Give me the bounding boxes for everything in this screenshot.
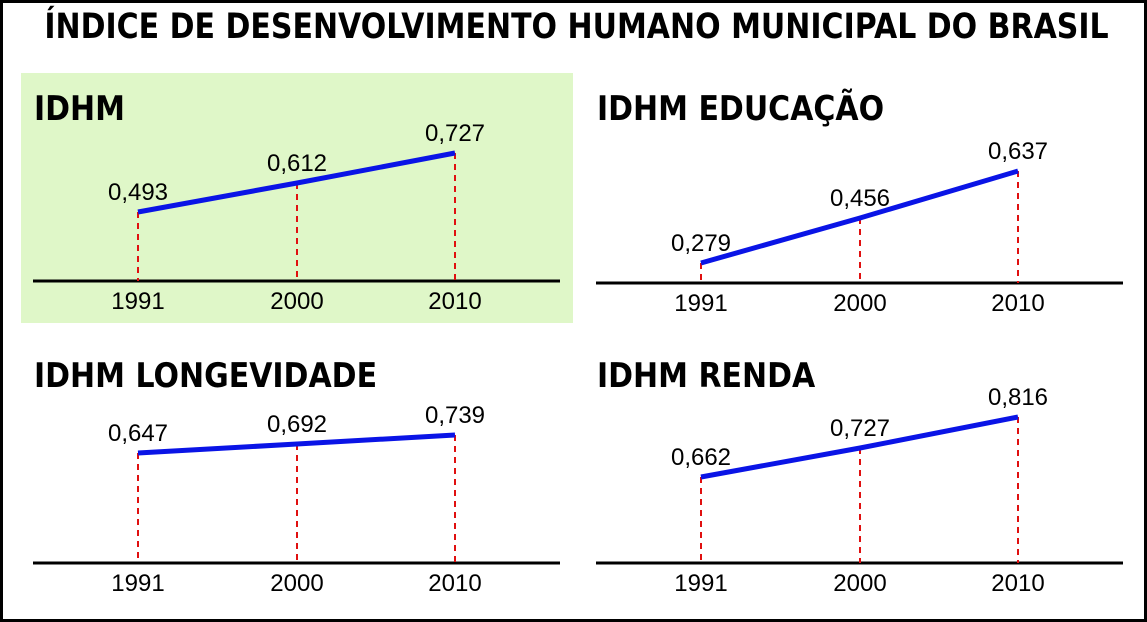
data-label-2000: 0,612 — [267, 150, 327, 177]
tick-label-2000: 2000 — [270, 570, 323, 597]
data-label-1991: 0,647 — [108, 420, 168, 447]
tick-label-2010: 2010 — [428, 570, 481, 597]
data-label-2010: 0,727 — [425, 120, 485, 147]
page-title: ÍNDICE DE DESENVOLVIMENTO HUMANO MUNICIP… — [44, 7, 1109, 48]
tick-label-2010: 2010 — [991, 570, 1044, 597]
panel-title: IDHM EDUCAÇÃO — [597, 88, 884, 128]
data-label-1991: 0,279 — [671, 230, 731, 257]
tick-label-1991: 1991 — [111, 288, 164, 315]
data-label-2010: 0,816 — [988, 384, 1048, 411]
tick-label-2000: 2000 — [833, 570, 886, 597]
data-label-2010: 0,637 — [988, 138, 1048, 165]
panel-2: IDHM EDUCAÇÃO 0,279 0,456 0,637 1991 2000 2010 — [596, 88, 1123, 317]
tick-label-2000: 2000 — [833, 290, 886, 317]
tick-label-2010: 2010 — [991, 290, 1044, 317]
tick-label-2000: 2000 — [270, 288, 323, 315]
panel-title: IDHM — [34, 88, 125, 128]
data-label-1991: 0,662 — [671, 444, 731, 471]
data-label-2000: 0,456 — [830, 185, 890, 212]
tick-label-1991: 1991 — [674, 290, 727, 317]
panel-title: IDHM LONGEVIDADE — [34, 355, 377, 395]
tick-label-2010: 2010 — [428, 288, 481, 315]
tick-label-1991: 1991 — [674, 570, 727, 597]
data-label-2000: 0,692 — [267, 411, 327, 438]
data-label-2010: 0,739 — [425, 402, 485, 429]
data-label-1991: 0,493 — [108, 179, 168, 206]
panel-1: IDHM 0,493 0,612 0,727 1991 2000 2010 — [21, 73, 573, 323]
panel-title: IDHM RENDA — [597, 355, 816, 395]
panel-3: IDHM LONGEVIDADE 0,647 0,692 0,739 1991 2000 2… — [33, 355, 560, 597]
data-label-2000: 0,727 — [830, 415, 890, 442]
tick-label-1991: 1991 — [111, 570, 164, 597]
panel-4: IDHM RENDA 0,662 0,727 0,816 1991 2000 2010 — [596, 355, 1123, 597]
